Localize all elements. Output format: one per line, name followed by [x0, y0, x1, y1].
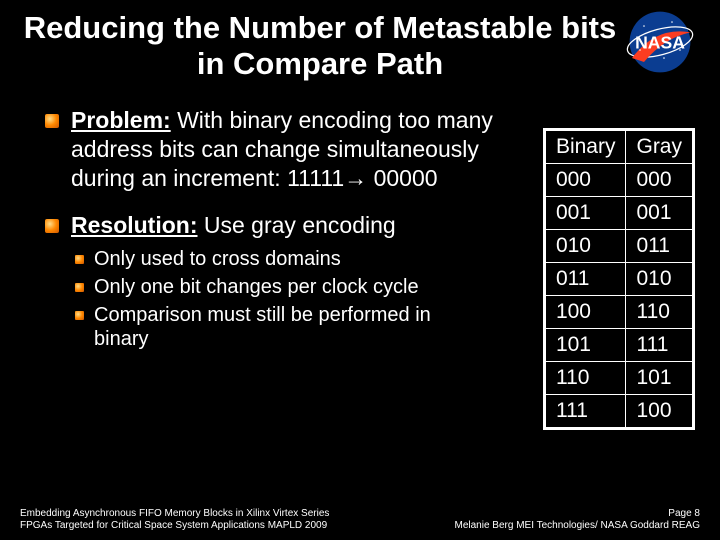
cell: 101 [545, 329, 626, 362]
cell: 100 [545, 296, 626, 329]
bullet-icon [45, 114, 59, 128]
footer-right: Page 8 Melanie Berg MEI Technologies/ NA… [455, 508, 701, 532]
table-row: Binary Gray [545, 131, 692, 164]
svg-text:NASA: NASA [635, 32, 685, 52]
problem-text: Problem: With binary encoding too many a… [71, 106, 511, 192]
list-item: Comparison must still be performed in bi… [75, 303, 475, 351]
cell: 011 [545, 263, 626, 296]
cell: 010 [626, 263, 693, 296]
cell: 101 [626, 362, 693, 395]
table-row: 011010 [545, 263, 692, 296]
problem-label: Problem: [71, 107, 171, 133]
sub-text: Comparison must still be performed in bi… [94, 303, 475, 351]
cell: 000 [545, 164, 626, 197]
sub-text: Only used to cross domains [94, 247, 341, 271]
table-header-binary: Binary [545, 131, 626, 164]
footer: Embedding Asynchronous FIFO Memory Block… [20, 508, 700, 532]
sub-bullet-list: Only used to cross domains Only one bit … [45, 247, 475, 351]
cell: 000 [626, 164, 693, 197]
footer-credit: Melanie Berg MEI Technologies/ NASA Godd… [455, 520, 701, 532]
table-row: 110101 [545, 362, 692, 395]
table-row: 001001 [545, 197, 692, 230]
bullet-icon [45, 219, 59, 233]
resolution-label: Resolution: [71, 212, 198, 238]
encoding-table: Binary Gray 000000 001001 010011 011010 … [543, 128, 695, 430]
table-row: 111100 [545, 395, 692, 428]
table-row: 101111 [545, 329, 692, 362]
table-header-gray: Gray [626, 131, 693, 164]
list-item: Only used to cross domains [75, 247, 475, 271]
cell: 100 [626, 395, 693, 428]
cell: 010 [545, 230, 626, 263]
bullet-icon [75, 311, 84, 320]
footer-left: Embedding Asynchronous FIFO Memory Block… [20, 508, 329, 532]
cell: 110 [626, 296, 693, 329]
cell: 110 [545, 362, 626, 395]
cell: 111 [626, 329, 693, 362]
cell: 111 [545, 395, 626, 428]
cell: 011 [626, 230, 693, 263]
table-row: 000000 [545, 164, 692, 197]
cell: 001 [545, 197, 626, 230]
footer-left-line1: Embedding Asynchronous FIFO Memory Block… [20, 508, 329, 520]
bullet-icon [75, 255, 84, 264]
table-row: 010011 [545, 230, 692, 263]
list-item: Only one bit changes per clock cycle [75, 275, 475, 299]
resolution-body: Use gray encoding [198, 212, 396, 238]
slide-title: Reducing the Number of Metastable bits i… [0, 0, 720, 91]
page-number: Page 8 [455, 508, 701, 520]
sub-text: Only one bit changes per clock cycle [94, 275, 419, 299]
footer-left-line2: FPGAs Targeted for Critical Space System… [20, 520, 329, 532]
resolution-text: Resolution: Use gray encoding [71, 211, 396, 240]
table-row: 100110 [545, 296, 692, 329]
bullet-icon [75, 283, 84, 292]
nasa-logo: NASA [620, 10, 700, 75]
cell: 001 [626, 197, 693, 230]
